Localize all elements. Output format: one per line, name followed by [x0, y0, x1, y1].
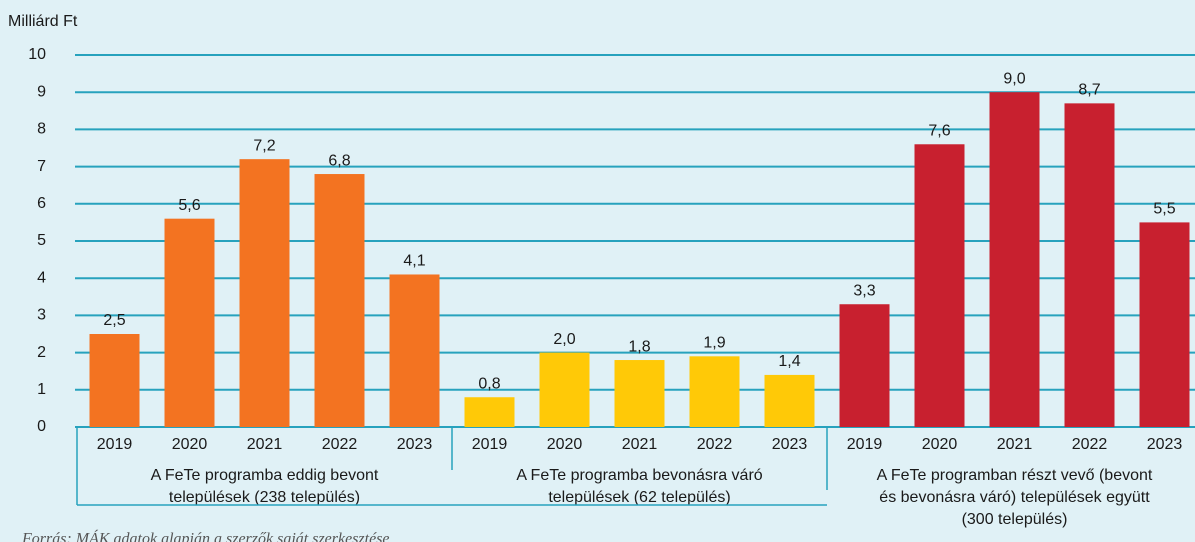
group-label: és bevonásra váró) települések együtt: [879, 489, 1150, 506]
value-label: 7,6: [928, 122, 950, 139]
x-tick-label: 2021: [997, 436, 1033, 453]
x-tick-label: 2019: [97, 436, 133, 453]
y-axis-label: Milliárd Ft: [8, 13, 78, 30]
value-label: 8,7: [1078, 82, 1100, 99]
bar: [614, 360, 665, 427]
y-tick-label: 9: [37, 83, 46, 100]
group-label: A FeTe programba bevonásra váró: [516, 467, 762, 484]
x-tick-label: 2021: [622, 436, 658, 453]
bar: [764, 374, 815, 427]
value-label: 7,2: [253, 137, 275, 154]
y-tick-label: 6: [37, 195, 46, 212]
value-label: 1,9: [703, 335, 725, 352]
x-tick-label: 2020: [547, 436, 583, 453]
x-tick-label: 2020: [922, 436, 958, 453]
bar: [389, 274, 440, 427]
value-label: 1,8: [628, 338, 650, 355]
y-tick-label: 10: [28, 46, 46, 63]
bar: [1064, 103, 1115, 428]
value-label: 3,3: [853, 282, 875, 299]
y-tick-label: 4: [37, 269, 46, 286]
value-label: 9,0: [1003, 70, 1025, 87]
x-tick-label: 2021: [247, 436, 283, 453]
y-tick-label: 8: [37, 121, 46, 138]
y-tick-label: 0: [37, 418, 46, 435]
value-label: 0,8: [478, 375, 500, 392]
bar: [1139, 222, 1190, 427]
x-tick-label: 2022: [697, 436, 733, 453]
x-tick-label: 2019: [472, 436, 508, 453]
group-label: (300 település): [962, 511, 1068, 528]
bar: [689, 356, 740, 427]
value-label: 5,6: [178, 197, 200, 214]
group-label: települések (238 település): [169, 489, 360, 506]
value-label: 5,5: [1153, 201, 1175, 218]
value-label: 6,8: [328, 152, 350, 169]
y-tick-label: 2: [37, 344, 46, 361]
x-tick-label: 2020: [172, 436, 208, 453]
x-tick-label: 2019: [847, 436, 883, 453]
bar: [89, 334, 140, 427]
bar: [464, 397, 515, 427]
group-label: A FeTe programba eddig bevont: [151, 467, 379, 484]
bar: [989, 92, 1040, 427]
value-label: 2,0: [553, 331, 575, 348]
bar: [914, 144, 965, 427]
value-label: 1,4: [778, 353, 800, 370]
value-label: 4,1: [403, 253, 425, 270]
group-label: települések (62 település): [548, 489, 730, 506]
bar: [239, 159, 290, 427]
x-tick-label: 2023: [1147, 436, 1183, 453]
x-tick-label: 2022: [322, 436, 358, 453]
x-tick-label: 2022: [1072, 436, 1108, 453]
x-tick-label: 2023: [772, 436, 808, 453]
y-tick-label: 1: [37, 381, 46, 398]
bar: [539, 352, 590, 427]
bar: [314, 174, 365, 427]
value-label: 2,5: [103, 312, 125, 329]
x-tick-label: 2023: [397, 436, 433, 453]
bar: [839, 304, 890, 427]
bar: [164, 218, 215, 427]
y-tick-label: 3: [37, 307, 46, 324]
group-label: A FeTe programban részt vevő (bevont: [877, 467, 1153, 484]
source: Forrás: MÁK adatok alapján a szerzők saj…: [21, 529, 390, 542]
y-tick-label: 5: [37, 232, 46, 249]
y-tick-label: 7: [37, 158, 46, 175]
